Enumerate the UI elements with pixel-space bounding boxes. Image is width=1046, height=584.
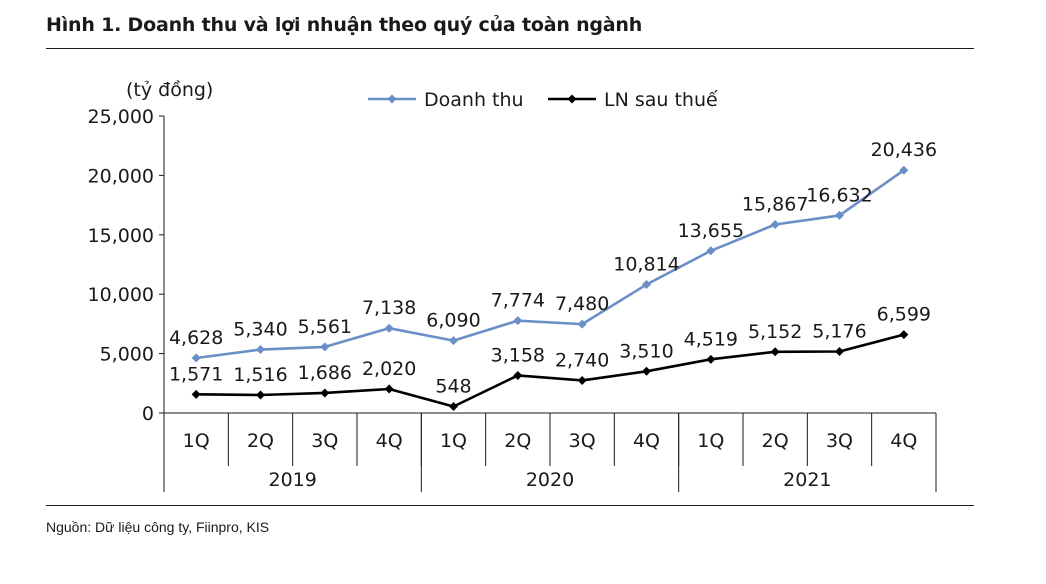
x-group-label: 2020	[526, 469, 574, 491]
x-tick-label: 2Q	[504, 430, 531, 452]
x-tick-label: 1Q	[440, 430, 467, 452]
data-point	[191, 389, 201, 399]
data-label: 10,814	[613, 254, 679, 276]
data-point	[770, 347, 780, 357]
data-point	[642, 366, 651, 376]
axes: 0 5,000 10,000 15,000 20,000 25,000 2019 2020 20…	[88, 106, 937, 492]
data-label: 1,516	[233, 364, 287, 386]
data-point	[320, 388, 330, 398]
y-tick-label: 5,000	[100, 344, 154, 366]
data-label: 4,628	[169, 327, 223, 349]
data-point	[835, 210, 844, 220]
data-point	[513, 370, 523, 380]
y-tick-label: 25,000	[88, 106, 154, 128]
data-point	[577, 375, 587, 385]
data-label: 7,138	[362, 297, 416, 319]
series-doanh-thu: 4,628 5,340 5,561 7,138 6,090 7,774 7,48010,81…	[169, 139, 937, 363]
legend-item: LN sau thuế	[548, 89, 718, 111]
data-label: 5,176	[812, 321, 866, 343]
legend-item: Doanh thu	[368, 89, 524, 111]
series-line	[196, 333, 905, 408]
data-label: 1,686	[298, 362, 352, 384]
legend-swatch-marker	[387, 94, 397, 104]
data-label: 6,599	[877, 304, 931, 326]
x-tick-label: 3Q	[569, 430, 596, 452]
y-tick-label: 0	[142, 403, 154, 425]
x-tick-label: 3Q	[311, 430, 338, 452]
x-group-label: 2021	[783, 469, 831, 491]
x-tick-label: 4Q	[633, 430, 660, 452]
title-rule	[46, 48, 974, 49]
x-tick-label: 4Q	[376, 430, 403, 452]
data-label: 2,020	[362, 358, 416, 380]
x-tick-label: 3Q	[826, 430, 853, 452]
data-point	[899, 165, 909, 175]
data-point	[706, 246, 716, 256]
data-label: 13,655	[678, 220, 744, 242]
figure-title: Hình 1. Doanh thu và lợi nhuận theo quý …	[46, 14, 643, 36]
data-label: 3,510	[619, 340, 673, 362]
data-label: 5,152	[748, 321, 802, 343]
data-label: 7,480	[555, 293, 609, 315]
data-point	[642, 280, 651, 290]
data-point	[449, 336, 458, 346]
data-point	[835, 347, 844, 357]
data-label: 7,774	[491, 290, 545, 312]
data-label: 20,436	[871, 139, 937, 161]
x-tick-label: 1Q	[183, 430, 210, 452]
x-group-label: 2019	[268, 469, 316, 491]
data-point	[384, 384, 394, 394]
data-point	[577, 319, 587, 329]
plot-area: 4,628 5,340 5,561 7,138 6,090 7,774 7,48010,81…	[169, 139, 937, 411]
legend-label: LN sau thuế	[604, 89, 718, 111]
data-label: 3,158	[491, 344, 545, 366]
data-label: 5,340	[233, 319, 287, 341]
x-tick-label: 2Q	[247, 430, 274, 452]
data-label: 6,090	[426, 310, 480, 332]
legend-swatch-marker	[567, 94, 577, 104]
data-label: 16,632	[806, 184, 872, 206]
unit-label: (tỷ đồng)	[126, 79, 213, 101]
legend: Doanh thu LN sau thuế	[368, 89, 718, 111]
data-point	[256, 390, 265, 400]
data-point	[191, 353, 201, 363]
data-point	[384, 323, 394, 333]
data-point	[320, 342, 330, 352]
y-tick-label: 15,000	[88, 225, 154, 247]
data-point	[899, 330, 909, 340]
source-note: Nguồn: Dữ liệu công ty, Fiinpro, KIS	[46, 519, 270, 535]
y-tick-label: 20,000	[88, 165, 154, 187]
data-point	[770, 220, 780, 230]
series-ln-sau-thue: 1,571 1,516 1,686 2,020 548 3,158 2,740 3,510 4,…	[169, 304, 931, 411]
data-point	[449, 401, 458, 411]
data-label: 2,740	[555, 349, 609, 371]
data-point	[706, 354, 716, 364]
legend-label: Doanh thu	[424, 89, 524, 111]
data-label: 5,561	[298, 316, 352, 338]
series-line	[195, 169, 905, 360]
data-label: 1,571	[169, 363, 223, 385]
x-tick-label: 4Q	[890, 430, 917, 452]
y-tick-label: 10,000	[88, 284, 154, 306]
x-tick-label: 1Q	[697, 430, 724, 452]
data-label: 548	[435, 375, 471, 397]
x-tick-label: 2Q	[762, 430, 789, 452]
source-rule	[46, 505, 974, 506]
data-label: 15,867	[742, 194, 808, 216]
data-point	[513, 316, 523, 326]
data-point	[256, 345, 265, 355]
data-label: 4,519	[684, 328, 738, 350]
